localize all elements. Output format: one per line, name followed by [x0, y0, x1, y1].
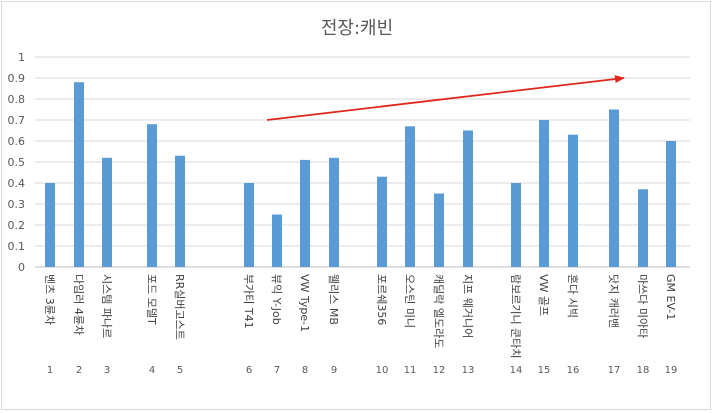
bar [511, 183, 521, 267]
trend-arrow-line [266, 75, 625, 121]
x-tick-label: VW 골프 [537, 274, 550, 316]
y-tick-label: 0 [18, 261, 25, 274]
bar [102, 157, 112, 267]
bar [175, 155, 185, 267]
category-number: 3 [104, 365, 110, 376]
x-tick-label: 포드 모델T [145, 274, 158, 325]
x-tick-label: 다임러 4륜차 [72, 274, 85, 335]
bar [539, 120, 549, 267]
x-tick-label: 포르쉐356 [375, 274, 388, 325]
category-number: 19 [665, 365, 678, 376]
category-number: 16 [567, 365, 580, 376]
category-number: 8 [302, 365, 308, 376]
category-number: 17 [608, 365, 621, 376]
category-number: 5 [177, 365, 183, 376]
x-tick-label: RR실버고스트 [173, 274, 186, 340]
y-tick-label: 0.1 [8, 240, 26, 253]
category-number: 18 [637, 365, 650, 376]
x-tick-label: 벤츠 3륜차 [43, 274, 56, 325]
x-axis-labels: 벤츠 3륜차 다임러 4륜차 시스템 파나르 포드 모델T RR실버고스트 부가티 T41… [43, 274, 677, 358]
x-tick-label: 혼다 시빅 [566, 274, 579, 318]
gridlines [35, 56, 690, 268]
category-number: 7 [274, 365, 280, 376]
y-tick-label: 0.6 [8, 135, 26, 148]
category-number: 10 [376, 365, 389, 376]
category-number: 4 [149, 365, 155, 376]
bar [666, 141, 676, 267]
x-tick-label: 닷지 캐러밴 [607, 274, 620, 328]
category-number: 13 [462, 365, 475, 376]
category-number: 2 [76, 365, 82, 376]
category-number: 11 [404, 365, 417, 376]
bar [329, 157, 339, 267]
y-tick-label: 0.8 [8, 93, 26, 106]
y-tick-label: 0.9 [8, 72, 26, 85]
bar [377, 176, 387, 267]
category-number: 14 [510, 365, 523, 376]
x-tick-label: 오스틴 미니 [403, 274, 416, 328]
x-tick-label: 부가티 T41 [242, 274, 255, 329]
x-tick-label: 마쓰다 미아타 [636, 274, 649, 338]
category-number: 6 [246, 365, 252, 376]
bar [272, 214, 282, 267]
bar [463, 130, 473, 267]
x-tick-label: 람보르기니 쿤타치 [509, 274, 522, 358]
x-tick-label: 뷰익 Y-Job [270, 274, 283, 325]
bar [405, 126, 415, 267]
bar [147, 124, 157, 267]
category-numbers: 1 2 3 4 5 6 7 8 9 10 11 12 13 14 15 16 17 18 19 [47, 365, 678, 376]
bar [244, 183, 254, 267]
y-axis: 0 0.1 0.2 0.3 0.4 0.5 0.6 0.7 0.8 0.9 1 [8, 51, 26, 274]
x-tick-label: VW Type-1 [298, 274, 311, 332]
bar [74, 82, 84, 267]
bar [568, 134, 578, 267]
y-tick-label: 1 [18, 51, 25, 64]
x-tick-label: 캐딜락 엘도라도 [432, 274, 445, 348]
trend-arrow [266, 75, 625, 121]
y-tick-label: 0.3 [8, 198, 26, 211]
category-number: 9 [331, 365, 337, 376]
x-tick-label: 웰리스 MB [327, 274, 340, 325]
y-tick-label: 0.5 [8, 156, 26, 169]
bar [638, 189, 648, 267]
bar [300, 159, 310, 267]
y-tick-label: 0.4 [8, 177, 26, 190]
chart-title: 전장:캐빈 [321, 18, 393, 39]
x-tick-label: 지프 웨거니어 [461, 274, 474, 338]
bar [609, 109, 619, 267]
category-number: 15 [538, 365, 551, 376]
bars [45, 82, 676, 267]
category-number: 12 [433, 365, 446, 376]
x-tick-label: 시스템 파나르 [100, 274, 113, 338]
bar [45, 183, 55, 267]
category-number: 1 [47, 365, 53, 376]
x-tick-label: GM EV-1 [664, 274, 677, 320]
bar [434, 193, 444, 267]
y-tick-label: 0.7 [8, 114, 26, 127]
y-tick-label: 0.2 [8, 219, 26, 232]
